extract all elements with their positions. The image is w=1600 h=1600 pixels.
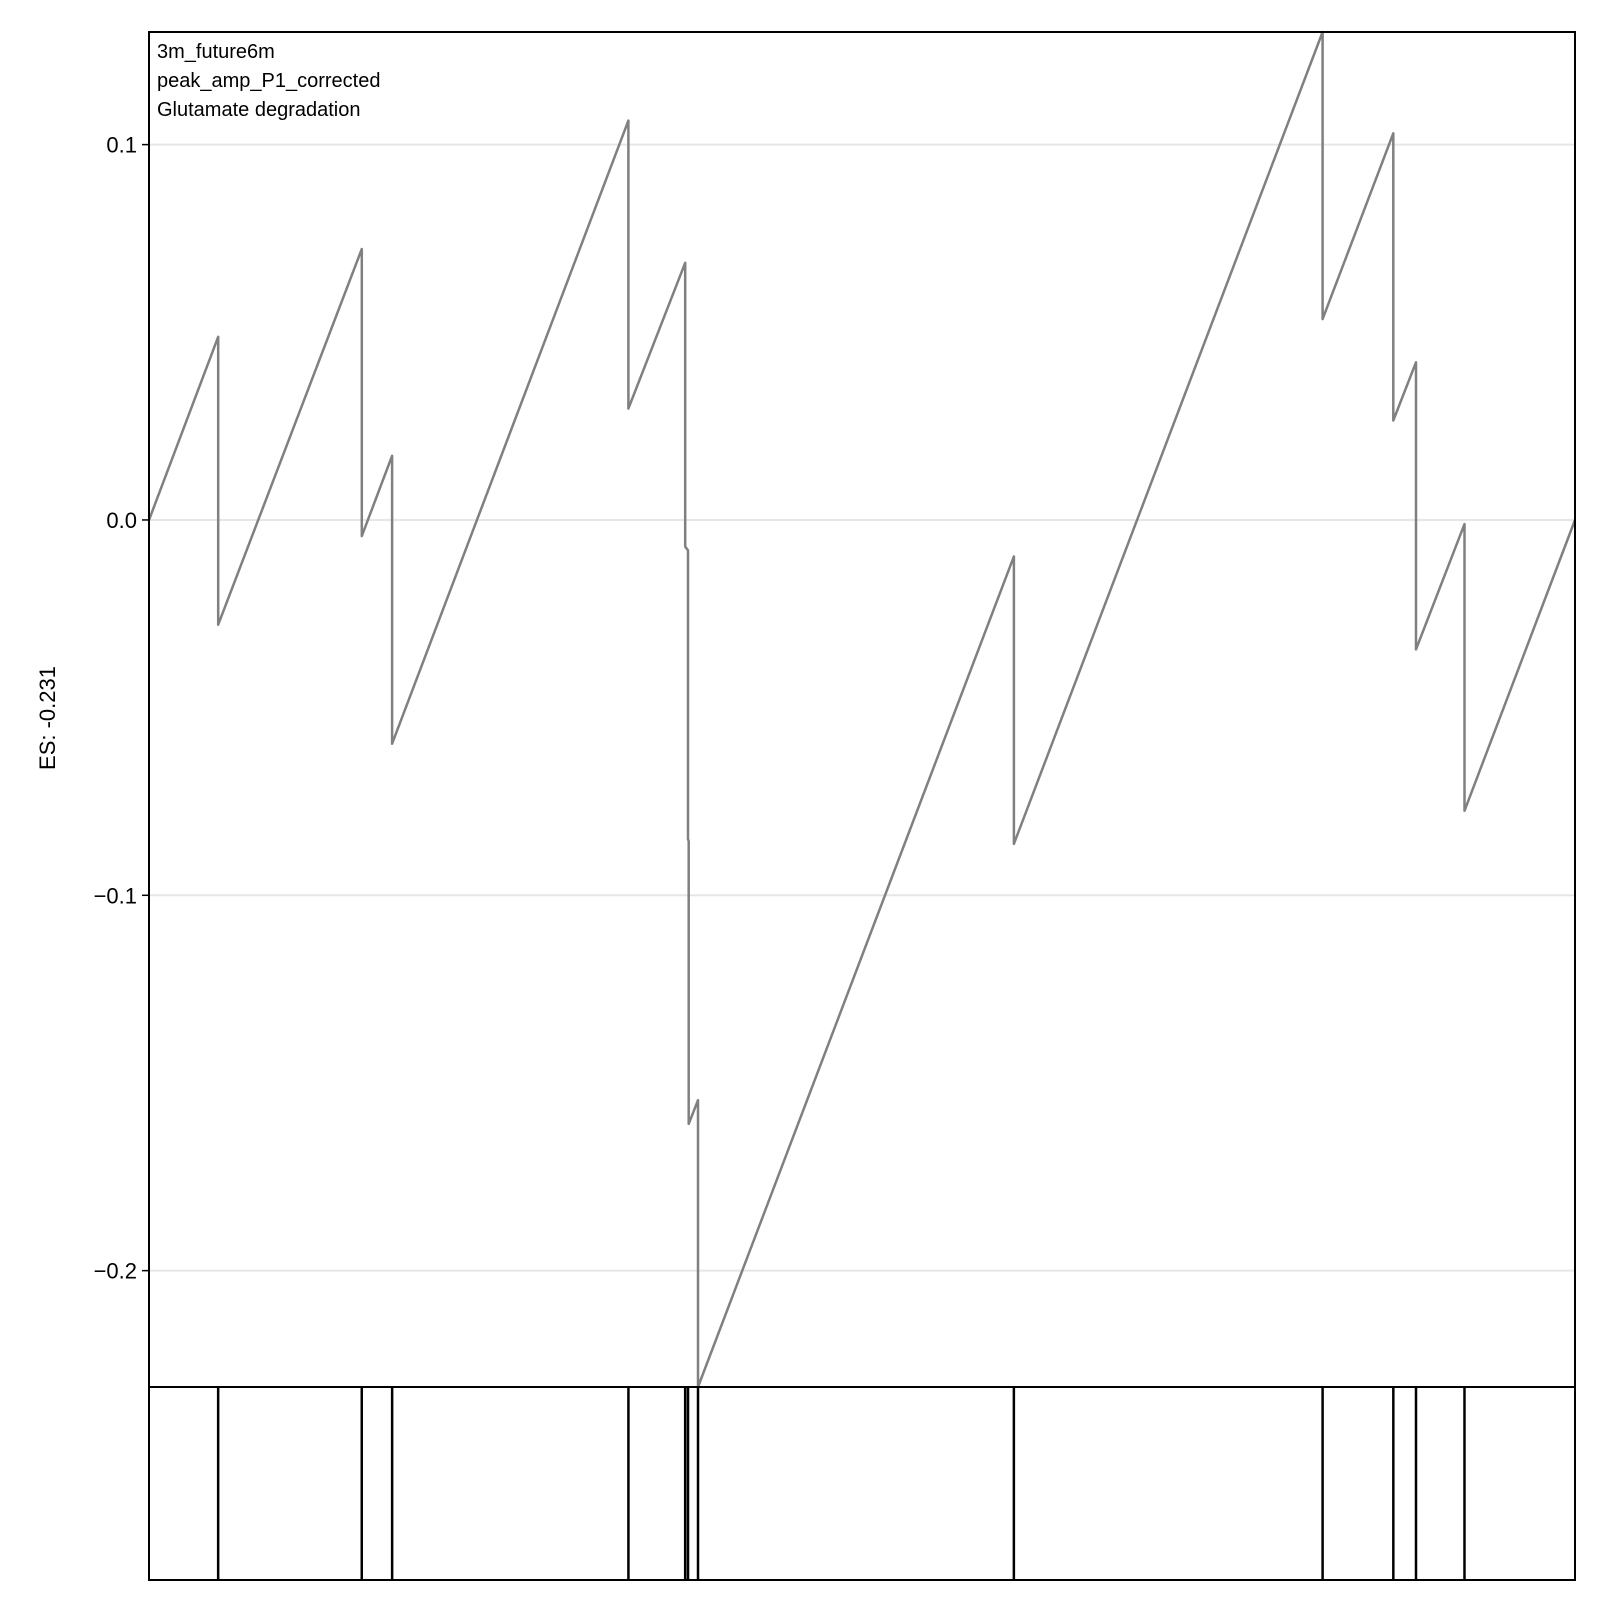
annotation-line-1: 3m_future6m: [157, 41, 275, 63]
grid-lines: [149, 143, 1575, 1272]
es-line-series-0: [147, 30, 1577, 1389]
y-axis-ticks: 0.1 0.0 −0.1 −0.2: [94, 133, 149, 1284]
y-axis-label: ES: -0.231: [35, 666, 60, 770]
y-tick-label-0: 0.1: [106, 133, 137, 158]
y-tick-label-2: −0.1: [94, 883, 137, 908]
y-tick-label-3: −0.2: [94, 1259, 137, 1284]
es-line-layer: [147, 30, 1577, 1389]
hit-markers: [216, 1387, 1466, 1580]
annotation-line-2: peak_amp_P1_corrected: [157, 70, 380, 92]
y-tick-label-1: 0.0: [106, 508, 137, 533]
annotation-block: 3m_future6m peak_amp_P1_corrected Glutam…: [157, 41, 380, 121]
hit-panel-frame: [148, 1386, 1576, 1581]
annotation-line-3: Glutamate degradation: [157, 99, 360, 121]
